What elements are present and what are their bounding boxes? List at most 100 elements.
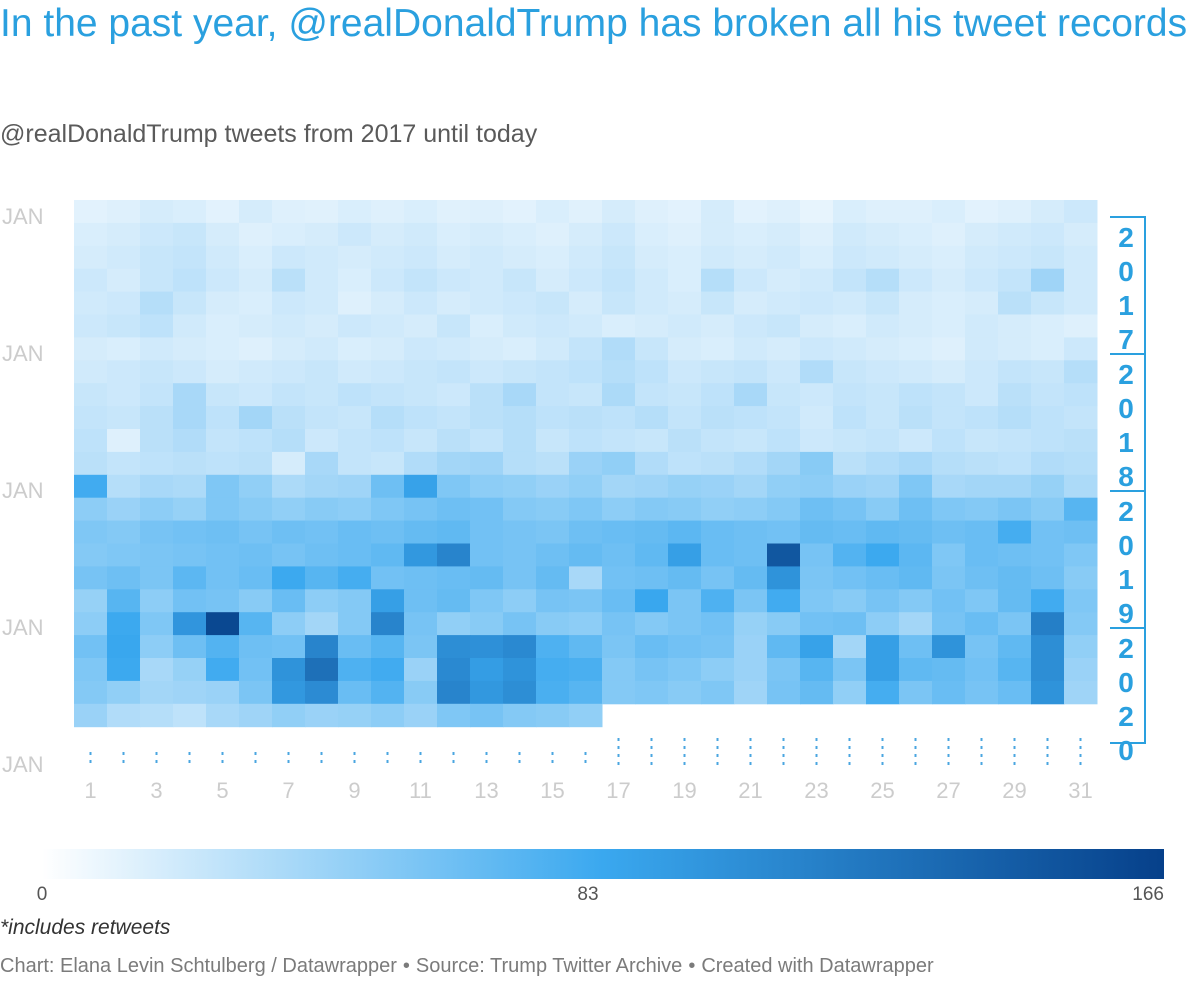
heatmap-cell — [734, 406, 768, 430]
heatmap-cell — [404, 703, 438, 728]
heatmap-cell — [239, 200, 273, 224]
heatmap-cell — [899, 245, 933, 270]
heatmap-cell — [338, 337, 372, 361]
heatmap-cell — [1031, 635, 1065, 659]
heatmap-cell — [470, 222, 504, 247]
heatmap-cell — [833, 612, 867, 636]
month-axis-labels: JAN JAN JAN JAN JAN — [2, 204, 44, 777]
heatmap-cell — [998, 314, 1032, 338]
heatmap-cell — [635, 222, 669, 247]
heatmap-cell — [800, 520, 834, 544]
heatmap-cell — [470, 429, 504, 453]
heatmap-cell — [206, 566, 240, 590]
x-tick-label: 5 — [216, 778, 228, 803]
heatmap-cell — [833, 222, 867, 247]
heatmap-cell — [800, 314, 834, 338]
heatmap-cell — [668, 360, 702, 384]
heatmap-cell — [107, 429, 141, 453]
heatmap-cell — [470, 451, 504, 476]
heatmap-cell — [437, 337, 471, 361]
heatmap-cell — [206, 222, 240, 247]
heatmap-cell — [767, 429, 801, 453]
heatmap-cell — [206, 635, 240, 659]
heatmap-cell — [734, 200, 768, 224]
heatmap-cell — [239, 635, 273, 659]
heatmap-cell — [173, 520, 207, 544]
heatmap-cell — [503, 222, 537, 247]
heatmap-cell — [503, 451, 537, 476]
heatmap-cell — [206, 520, 240, 544]
heatmap-cell — [470, 680, 504, 705]
heatmap-cell — [602, 268, 636, 293]
heatmap-cell — [1031, 200, 1065, 224]
heatmap-cell — [470, 520, 504, 544]
heatmap-cell — [107, 222, 141, 247]
x-tick-label: 9 — [348, 778, 360, 803]
heatmap-cell — [602, 520, 636, 544]
credit-separator: • — [688, 955, 696, 977]
credit-author: Chart: Elana Levin Schtulberg / Datawrap… — [0, 955, 397, 977]
footnote: *includes retweets — [0, 916, 171, 939]
heatmap-cell — [404, 543, 438, 567]
heatmap-cell — [1064, 360, 1098, 384]
heatmap-cell — [866, 268, 900, 293]
heatmap-cell — [206, 497, 240, 522]
heatmap-cell — [305, 543, 339, 567]
heatmap-cell — [800, 612, 834, 636]
heatmap-cell — [1031, 543, 1065, 567]
heatmap-cell — [305, 360, 339, 384]
heatmap-cell — [866, 360, 900, 384]
year-digit: 2 — [1118, 496, 1134, 527]
heatmap-cell — [800, 245, 834, 270]
heatmap-cell — [173, 383, 207, 407]
heatmap-cell — [371, 268, 405, 293]
heatmap-cell — [602, 497, 636, 522]
heatmap-cell — [239, 337, 273, 361]
heatmap-cell — [833, 429, 867, 453]
heatmap-cell — [437, 200, 471, 224]
heatmap-cell — [74, 543, 108, 567]
heatmap-cell — [107, 337, 141, 361]
heatmap-cell — [569, 406, 603, 430]
heatmap-cell — [899, 291, 933, 315]
heatmap-cell — [1031, 474, 1065, 499]
heatmap-cell — [272, 658, 306, 682]
heatmap-cell — [569, 360, 603, 384]
heatmap-cell — [239, 612, 273, 636]
heatmap-cell — [569, 543, 603, 567]
heatmap-cell — [140, 360, 174, 384]
heatmap-cell — [833, 245, 867, 270]
heatmap-cell — [602, 680, 636, 705]
year-digit: 2 — [1118, 359, 1134, 390]
heatmap-cell — [1064, 520, 1098, 544]
heatmap-cell — [1031, 566, 1065, 590]
heatmap-cell — [503, 520, 537, 544]
heatmap-cell — [1031, 383, 1065, 407]
heatmap-cell — [239, 268, 273, 293]
heatmap-cell — [833, 543, 867, 567]
heatmap-cell — [635, 680, 669, 705]
heatmap-cell — [503, 383, 537, 407]
heatmap-cell — [272, 680, 306, 705]
heatmap-cell — [140, 543, 174, 567]
heatmap-cell — [635, 474, 669, 499]
heatmap-cell — [437, 474, 471, 499]
heatmap-cell — [635, 200, 669, 224]
x-axis-labels: 1 3 5 7 9 11 13 15 17 19 21 23 25 27 29 31 — [84, 778, 1092, 803]
heatmap-cell — [602, 383, 636, 407]
heatmap-cell — [998, 337, 1032, 361]
heatmap-cell — [272, 451, 306, 476]
heatmap-cell — [899, 222, 933, 247]
heatmap-cell — [866, 451, 900, 476]
heatmap-cell — [371, 635, 405, 659]
heatmap-cell — [140, 658, 174, 682]
heatmap-cell — [536, 474, 570, 499]
heatmap-cell — [272, 245, 306, 270]
heatmap-cell — [206, 703, 240, 728]
heatmap-cell — [800, 200, 834, 224]
heatmap-cell — [833, 406, 867, 430]
heatmap-cell — [371, 314, 405, 338]
heatmap-cell — [107, 360, 141, 384]
heatmap-cell — [239, 222, 273, 247]
